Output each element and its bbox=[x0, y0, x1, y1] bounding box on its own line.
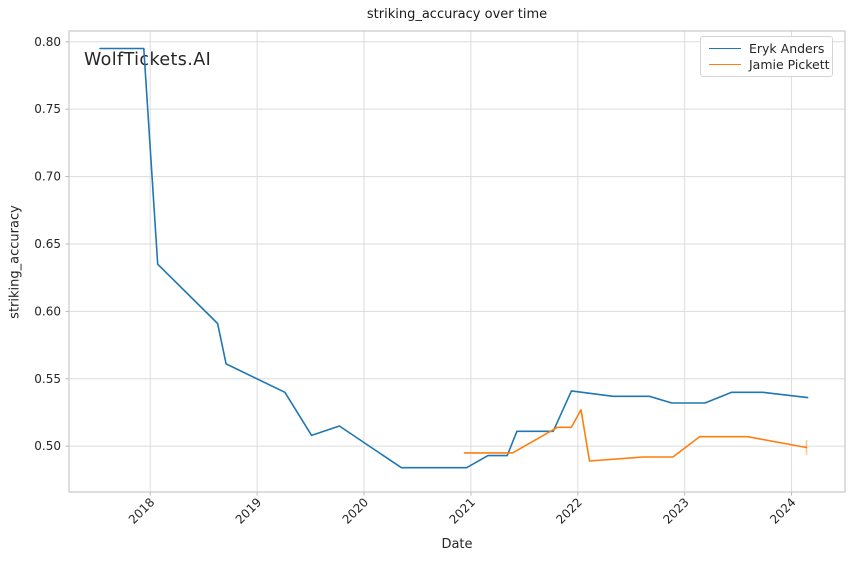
y-tick-label: 0.50 bbox=[34, 439, 61, 453]
x-tick-label: 2021 bbox=[447, 495, 478, 526]
grid-layer bbox=[69, 31, 845, 492]
y-tick-label: 0.55 bbox=[34, 372, 61, 386]
legend-label: Eryk Anders bbox=[749, 40, 825, 56]
y-axis-label: striking_accuracy bbox=[7, 205, 23, 319]
legend-item-jamie-pickett: Jamie Pickett bbox=[709, 57, 830, 74]
plot-border bbox=[68, 30, 846, 493]
legend-label: Jamie Pickett bbox=[749, 57, 830, 73]
legend: Eryk Anders Jamie Pickett bbox=[700, 36, 833, 77]
y-tick-label: 0.65 bbox=[34, 237, 61, 251]
tick-labels-layer: 2018 2019 2020 2021 2022 2023 2024 0.50 0.55 0.60… bbox=[34, 35, 798, 527]
y-tick-label: 0.75 bbox=[34, 102, 61, 116]
watermark: WolfTickets.AI bbox=[84, 50, 211, 70]
legend-line-sample-icon bbox=[709, 64, 741, 66]
x-tick-label: 2023 bbox=[660, 495, 691, 526]
legend-line-sample-icon bbox=[709, 47, 741, 49]
x-tick-label: 2024 bbox=[767, 495, 798, 526]
y-tick-label: 0.70 bbox=[34, 170, 61, 184]
legend-item-eryk-anders: Eryk Anders bbox=[709, 40, 824, 57]
x-tick-label: 2020 bbox=[340, 495, 371, 526]
x-tick-label: 2018 bbox=[126, 495, 157, 526]
x-tick-label: 2022 bbox=[553, 495, 584, 526]
y-tick-label: 0.60 bbox=[34, 304, 61, 318]
chart-title: striking_accuracy over time bbox=[366, 7, 548, 22]
series-line-jamie-pickett bbox=[463, 409, 808, 462]
series-layer bbox=[99, 47, 809, 469]
series-line-eryk-anders bbox=[99, 47, 809, 469]
axes-frame bbox=[65, 30, 846, 496]
x-axis-label: Date bbox=[441, 537, 473, 552]
x-tick-label: 2019 bbox=[233, 495, 264, 526]
y-tick-label: 0.80 bbox=[34, 35, 61, 49]
